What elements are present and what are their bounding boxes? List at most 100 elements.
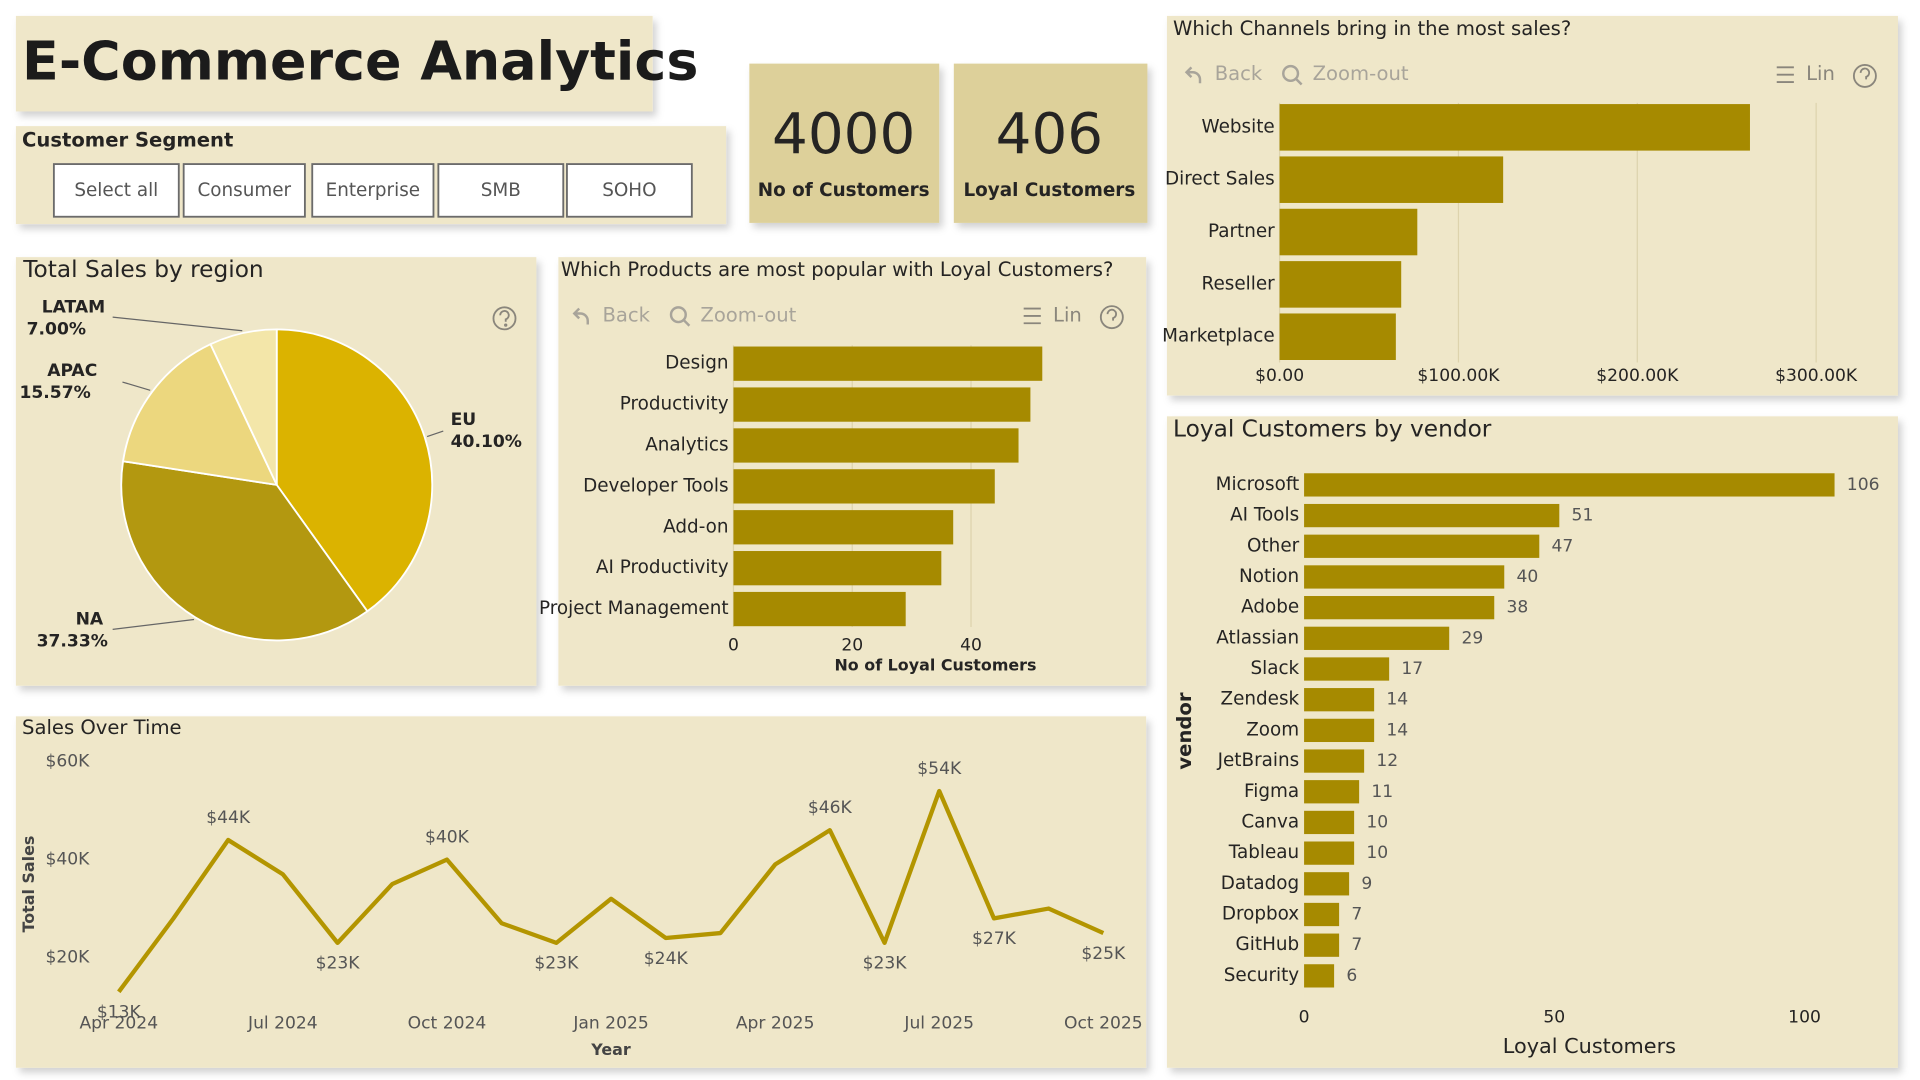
bar (1279, 208, 1418, 256)
chart-title: Which Products are most popular with Loy… (561, 258, 1114, 281)
back-button[interactable]: Back (602, 303, 650, 326)
zoom-icon[interactable] (669, 306, 687, 324)
y-tick-label: AI Productivity (596, 557, 729, 578)
y-tick-label: Microsoft (1216, 474, 1300, 495)
zoom-out-button[interactable]: Zoom-out (1313, 62, 1409, 85)
y-tick-label: Analytics (645, 434, 728, 455)
x-tick-label: Jul 2025 (903, 1014, 974, 1034)
bar (733, 387, 1031, 422)
data-label: $23K (316, 954, 361, 974)
zoom-icon[interactable] (1282, 64, 1300, 83)
leader-line (426, 430, 444, 438)
slicer-label[interactable]: SOHO (602, 180, 656, 201)
slicer-button[interactable] (311, 163, 435, 218)
sales-line (117, 788, 1105, 994)
card-value: 4000 (772, 102, 915, 167)
bar (1279, 261, 1402, 308)
data-label: $44K (206, 808, 251, 828)
data-label: 51 (1572, 506, 1594, 526)
y-tick-label: Zendesk (1221, 689, 1300, 710)
back-icon[interactable] (1184, 66, 1202, 84)
title-panel (15, 15, 653, 112)
x-tick-label: $300.00K (1775, 366, 1858, 386)
x-tick-label: Oct 2024 (408, 1014, 487, 1034)
slicer-button[interactable] (52, 163, 180, 218)
bar (1304, 933, 1340, 957)
zoom-icon[interactable] (682, 318, 691, 327)
data-label: $54K (917, 759, 962, 779)
y-tick-label: Slack (1250, 658, 1299, 679)
y-tick-label: Direct Sales (1165, 169, 1275, 190)
pie-category: LATAM (42, 297, 105, 317)
data-label: 40 (1517, 567, 1539, 587)
help-icon[interactable] (492, 306, 517, 331)
pie-value-label: 7.00% (27, 319, 86, 339)
chart-title: Sales Over Time (22, 716, 182, 739)
slicer-label[interactable]: Consumer (197, 180, 291, 201)
bar (733, 469, 995, 504)
lin-button[interactable]: Lin (1806, 62, 1835, 85)
slicer-button[interactable] (566, 163, 693, 218)
zoom-out-button[interactable]: Zoom-out (700, 303, 796, 326)
card-label: Loyal Customers (963, 180, 1135, 201)
y-tick-label: Security (1224, 965, 1300, 986)
data-label: $23K (534, 954, 579, 974)
pie-value-label: 15.57% (19, 383, 90, 403)
pie-value-label: 40.10% (451, 432, 522, 452)
data-label: $24K (644, 949, 689, 969)
zoom-icon[interactable] (1294, 77, 1303, 86)
bar (1279, 313, 1396, 360)
bar (733, 591, 906, 627)
back-icon[interactable] (572, 307, 589, 325)
data-label: 14 (1386, 690, 1408, 710)
data-label: 38 (1506, 598, 1528, 618)
bar (1304, 657, 1390, 681)
data-label: 47 (1552, 536, 1574, 556)
slicer-button[interactable] (182, 163, 306, 218)
y-tick-label: Marketplace (1162, 326, 1275, 347)
y-tick-label: Project Management (539, 598, 729, 619)
dashboard-title: E-Commerce Analytics (22, 30, 698, 93)
y-tick-label: Add-on (663, 516, 728, 537)
data-label: 7 (1351, 904, 1362, 924)
y-tick-label: Canva (1241, 811, 1299, 832)
x-axis-label: No of Loyal Customers (835, 656, 1037, 675)
y-tick-label: Design (665, 353, 728, 374)
slicer-label[interactable]: SMB (481, 180, 521, 201)
y-tick-label: AI Tools (1230, 505, 1299, 526)
data-label: $40K (425, 828, 470, 848)
chart-title: Which Channels bring in the most sales? (1173, 17, 1571, 40)
y-tick-label: Reseller (1202, 273, 1276, 294)
pie-slice (120, 460, 369, 642)
back-button[interactable]: Back (1215, 62, 1263, 85)
bar (733, 551, 942, 586)
x-tick-label: Jul 2024 (247, 1014, 318, 1034)
bar (1304, 749, 1365, 773)
slicer-label[interactable]: Enterprise (326, 180, 420, 201)
data-label: 10 (1366, 843, 1388, 863)
x-tick-label: Jan 2025 (572, 1014, 648, 1034)
help-icon[interactable] (1859, 67, 1871, 80)
help-icon[interactable] (1106, 308, 1117, 321)
x-tick-label: Apr 2024 (79, 1014, 158, 1034)
help-icon[interactable] (1099, 305, 1124, 330)
help-icon[interactable] (1852, 63, 1877, 88)
pie-slice (275, 328, 434, 613)
bar (1304, 473, 1835, 497)
slicer-button[interactable] (437, 163, 565, 218)
data-label: $25K (1081, 944, 1126, 964)
bar (733, 346, 1043, 381)
chart-title: Loyal Customers by vendor (1173, 415, 1492, 442)
data-label: 6 (1346, 966, 1357, 986)
y-tick-label: Notion (1239, 566, 1299, 587)
y-tick-label: Other (1247, 535, 1300, 556)
y-tick-label: Partner (1208, 221, 1275, 242)
bar (1304, 810, 1355, 835)
x-tick-label: $200.00K (1596, 366, 1679, 386)
lin-button[interactable]: Lin (1053, 303, 1082, 326)
data-label: 9 (1361, 874, 1372, 894)
slicer-label[interactable]: Select all (74, 180, 158, 201)
bar (1279, 104, 1750, 151)
y-tick-label: Tableau (1228, 842, 1299, 863)
